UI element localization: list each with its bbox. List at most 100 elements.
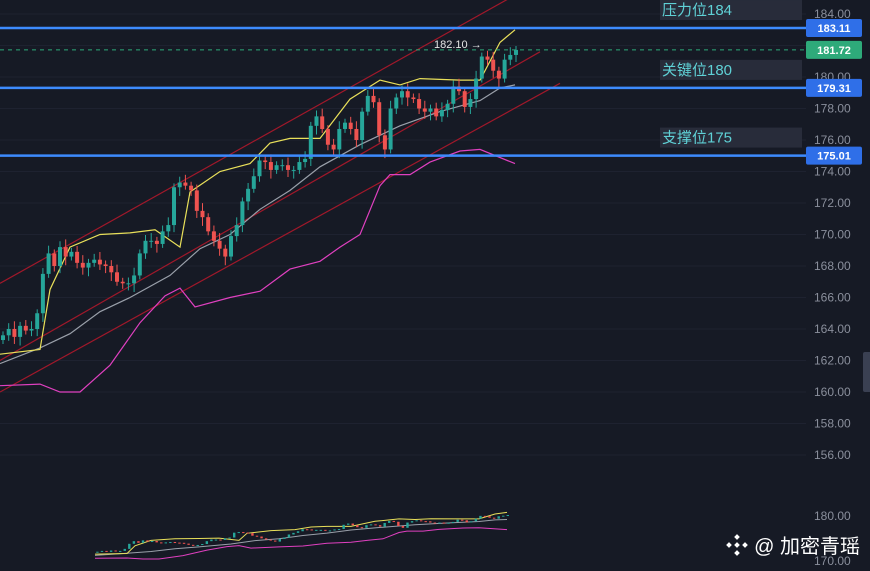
candle — [46, 253, 51, 274]
candle — [240, 201, 245, 226]
y-tick-label: 184.00 — [814, 7, 851, 21]
candle — [348, 122, 353, 129]
sub-candle — [392, 520, 395, 522]
candle — [297, 162, 302, 170]
sub-candle — [96, 551, 99, 553]
binance-diamond-icon — [726, 533, 748, 556]
sub-candle — [274, 540, 277, 542]
candle — [97, 259, 102, 265]
sub-upper-band — [94, 511, 508, 555]
candle — [52, 253, 57, 266]
candle — [58, 247, 62, 266]
candle — [388, 108, 393, 150]
candle — [75, 251, 80, 263]
sub-candle — [470, 521, 473, 523]
sub-candle — [242, 532, 245, 534]
y-tick-label: 162.00 — [814, 354, 851, 368]
sub-candle — [155, 540, 158, 543]
sub-candle — [310, 529, 313, 531]
sub-candle — [465, 520, 468, 523]
y-tick-label: 156.00 — [814, 448, 851, 462]
sub-candle — [356, 525, 359, 528]
sub-candle — [365, 525, 368, 528]
sub-candle — [132, 541, 136, 544]
y-tick-label: 166.00 — [814, 291, 851, 305]
sub-candle — [474, 518, 478, 522]
candle — [194, 190, 199, 211]
sub-candle — [461, 519, 464, 521]
sub-candle — [374, 524, 377, 526]
sub-candle — [502, 515, 505, 517]
price-levels: 压力位184 关键位180 支撑位175 182.10 → — [0, 0, 806, 157]
sub-candle — [451, 521, 455, 523]
candle — [143, 240, 148, 254]
candle — [35, 313, 40, 329]
candle — [12, 329, 17, 337]
sub-candle — [100, 550, 104, 552]
candle — [422, 108, 427, 112]
sub-candle — [146, 540, 149, 542]
sub-candle — [237, 532, 240, 534]
key-level-label: 关键位180 — [662, 62, 732, 79]
sub-candle — [429, 521, 432, 523]
sub-candle — [433, 522, 437, 524]
candle — [189, 185, 194, 191]
candle — [445, 103, 450, 111]
candle — [354, 128, 359, 140]
sub-candle — [315, 529, 318, 531]
y-tick-label: 164.00 — [814, 322, 851, 336]
price-axis[interactable]: 184.00 180.00 178.00 176.00 174.00 172.00 170.… — [806, 0, 870, 571]
sub-candle — [410, 521, 414, 523]
sub-candle — [456, 519, 459, 522]
candle — [217, 240, 222, 249]
sub-candle — [442, 522, 446, 524]
candle — [92, 259, 97, 263]
candle — [343, 122, 347, 129]
sub-candle — [246, 532, 250, 534]
candle — [491, 59, 496, 71]
sub-candle — [260, 536, 263, 539]
sub-candle — [483, 515, 487, 517]
sub-candle — [378, 525, 382, 527]
sub-candle — [383, 522, 386, 527]
sub-candle — [255, 535, 259, 537]
candle — [234, 225, 239, 237]
side-panel-handle[interactable] — [863, 352, 870, 392]
candle — [120, 281, 125, 284]
sub-candle — [214, 539, 218, 541]
sub-candle — [278, 538, 281, 542]
candle — [468, 99, 473, 107]
sub-y-tick-label: 170.00 — [814, 554, 851, 568]
lower-band-line — [0, 148, 516, 393]
sub-candle — [228, 537, 231, 539]
candle — [263, 160, 268, 163]
sub-candle — [150, 540, 154, 542]
candle — [320, 116, 325, 129]
sub-candle — [182, 542, 186, 544]
sub-candle — [438, 522, 441, 524]
candlesticks — [1, 45, 518, 346]
candle — [1, 335, 5, 341]
middle-band-line — [0, 84, 516, 365]
candle — [286, 165, 290, 170]
sub-candle — [119, 550, 122, 552]
sub-y-tick-label: 180.00 — [814, 509, 851, 523]
y-tick-label: 178.00 — [814, 102, 851, 116]
sub-candle — [233, 532, 236, 538]
sub-candle — [347, 523, 350, 525]
sub-candle — [187, 543, 190, 545]
candle — [126, 283, 131, 285]
high-marker-label: 182.10 → — [434, 39, 482, 51]
sub-candle — [324, 529, 327, 531]
channel-mid-line — [0, 51, 541, 362]
sub-candle — [251, 533, 254, 536]
sub-candle — [333, 529, 336, 531]
sub-candle — [305, 529, 309, 531]
sub-candle — [269, 539, 272, 541]
resistance-label-bg — [660, 0, 802, 21]
candle — [417, 99, 422, 109]
candle — [291, 169, 296, 171]
candle — [508, 54, 513, 60]
support-price-tag: 175.01 — [817, 151, 851, 163]
